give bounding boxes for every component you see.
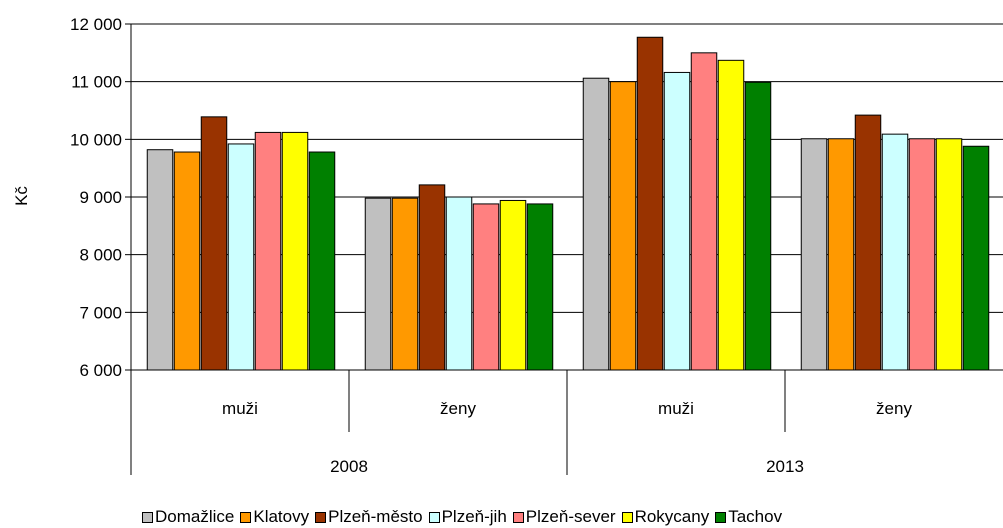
y-tick-label: 12 000 (70, 15, 122, 34)
bar (800, 138, 828, 371)
bar (582, 77, 610, 371)
group-label: 2013 (766, 457, 804, 476)
bar (200, 116, 228, 371)
bar (717, 59, 745, 371)
legend-item: Plzeň-jih (428, 507, 507, 527)
bar (609, 81, 637, 371)
legend-label: Plzeň-sever (525, 507, 616, 526)
group-label: 2008 (330, 457, 368, 476)
bar (744, 81, 772, 371)
bar (526, 203, 554, 371)
bar (636, 36, 664, 371)
bar (472, 203, 500, 371)
legend: Domažlice Klatovy Plzeň-město Plzeň-jih Plze… (142, 506, 1003, 528)
bar (908, 138, 936, 371)
legend-swatch (142, 511, 153, 523)
category-label: ženy (440, 399, 476, 418)
bar (254, 131, 282, 371)
category-label: muži (658, 399, 694, 418)
bar (146, 149, 174, 371)
category-label: ženy (876, 399, 912, 418)
bar (935, 138, 963, 371)
legend-swatch (240, 511, 252, 523)
y-tick-label: 11 000 (71, 73, 122, 92)
bar (962, 145, 990, 371)
legend-swatch (715, 511, 727, 523)
y-tick-label: 8 000 (79, 246, 122, 265)
y-tick-labels: 6 000 7 000 8 000 9 000 10 000 11 000 12 000 (70, 15, 122, 380)
legend-swatch (621, 511, 633, 523)
category-label: muži (222, 399, 258, 418)
bar (391, 197, 419, 371)
legend-swatch (315, 511, 327, 523)
bar (308, 151, 336, 371)
legend-item: Plzeň-sever (512, 507, 616, 527)
bar (227, 143, 255, 371)
bars (146, 36, 990, 371)
y-tick-label: 7 000 (79, 303, 122, 322)
y-tick-label: 9 000 (79, 188, 122, 207)
legend-item: Plzeň-město (315, 507, 423, 527)
legend-label: Plzeň-jih (441, 507, 507, 526)
bar-chart: 6 000 7 000 8 000 9 000 10 000 11 000 12 000 m… (12, 15, 1003, 476)
category-labels: muži ženy 2008 muži ženy 2013 (222, 399, 912, 476)
legend-item: Domažlice (142, 507, 234, 527)
bar (827, 138, 855, 371)
bar (445, 196, 473, 371)
legend-label: Tachov (728, 507, 783, 526)
legend-label: Domažlice (155, 507, 235, 526)
bar (499, 199, 527, 371)
y-tick-label: 10 000 (70, 130, 122, 149)
y-tick-label: 6 000 (79, 361, 122, 380)
legend-label: Plzeň-město (328, 507, 423, 526)
bar (854, 114, 882, 371)
legend-item: Tachov (715, 507, 782, 527)
bar (418, 184, 446, 371)
bar (173, 151, 201, 371)
bar (881, 133, 909, 371)
axes (125, 23, 1003, 475)
bar (364, 197, 392, 371)
legend-label: Klatovy (253, 507, 310, 526)
legend-swatch (428, 511, 440, 523)
legend-item: Klatovy (240, 507, 309, 527)
bar (690, 52, 718, 371)
y-axis-title: Kč (12, 186, 31, 206)
bar (663, 71, 691, 371)
legend-swatch (512, 511, 524, 523)
bar (281, 131, 309, 371)
legend-label: Rokycany (634, 507, 710, 526)
legend-item: Rokycany (621, 507, 710, 527)
